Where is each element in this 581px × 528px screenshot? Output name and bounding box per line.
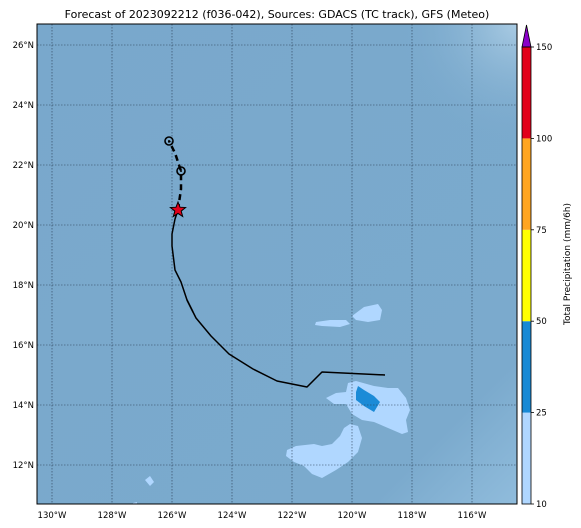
lon-tick-label: 122°W [278, 511, 307, 521]
ocean-highlight [37, 24, 517, 504]
colorbar-tick-label: 75 [536, 226, 547, 236]
precip-area [315, 320, 350, 327]
precipitation-layer [133, 304, 410, 504]
lat-tick-label: 24°N [13, 101, 34, 111]
colorbar-tick-label: 100 [536, 134, 552, 144]
lat-tick-label: 16°N [13, 341, 34, 351]
precip-area-moderate [356, 386, 380, 412]
colorbar-frame [521, 46, 532, 505]
colorbar-segment [522, 138, 531, 230]
lat-tick-label: 20°N [13, 221, 34, 231]
lat-tick-label: 12°N [13, 461, 34, 471]
lat-tick-label: 26°N [13, 41, 34, 51]
colorbar-tick-label: 150 [536, 43, 552, 53]
lon-tick-label: 126°W [158, 511, 187, 521]
colorbar-segment [522, 229, 531, 322]
map-frame [36, 23, 518, 505]
colorbar-tick-label: 25 [536, 409, 547, 419]
lat-tick-label: 18°N [13, 281, 34, 291]
forecast-point-icon [164, 136, 174, 146]
axis-ticks: 130°W 128°W 126°W 124°W 122°W 120°W 118°W 116°W… [13, 41, 487, 521]
colorbar-extend-arrow [521, 24, 532, 48]
colorbar-tick-label: 50 [536, 317, 547, 327]
lat-tick-label: 14°N [13, 401, 34, 411]
forecast-point-center [180, 170, 182, 172]
lon-tick-label: 118°W [398, 511, 427, 521]
forecast-track [167, 140, 183, 211]
colorbar-segment [522, 412, 531, 504]
colorbar-tick-label: 10 [536, 500, 547, 510]
colorbar: 10 25 50 75 100 150 [521, 24, 552, 510]
current-position-star-icon [169, 200, 187, 218]
map-title: Forecast of 2023092212 (f036-042), Sourc… [64, 8, 490, 21]
colorbar-segment [522, 321, 531, 413]
precip-area [286, 424, 362, 478]
forecast-point-icon [176, 166, 186, 176]
precip-area [352, 304, 382, 322]
storm-track-segment [186, 299, 194, 313]
forecast-points [164, 136, 186, 176]
forecast-point-center [168, 140, 170, 142]
lon-tick-label: 120°W [338, 511, 367, 521]
colorbar-segment [522, 47, 531, 139]
lon-tick-label: 124°W [218, 511, 247, 521]
lon-tick-label: 128°W [98, 511, 127, 521]
lat-tick-label: 22°N [13, 161, 34, 171]
precip-area [145, 476, 154, 486]
grid-lines [37, 24, 517, 504]
lon-tick-label: 116°W [458, 511, 487, 521]
lon-tick-label: 130°W [38, 511, 67, 521]
storm-track [171, 209, 386, 388]
colorbar-label: Total Precipitation (mm/6h) [563, 202, 573, 326]
